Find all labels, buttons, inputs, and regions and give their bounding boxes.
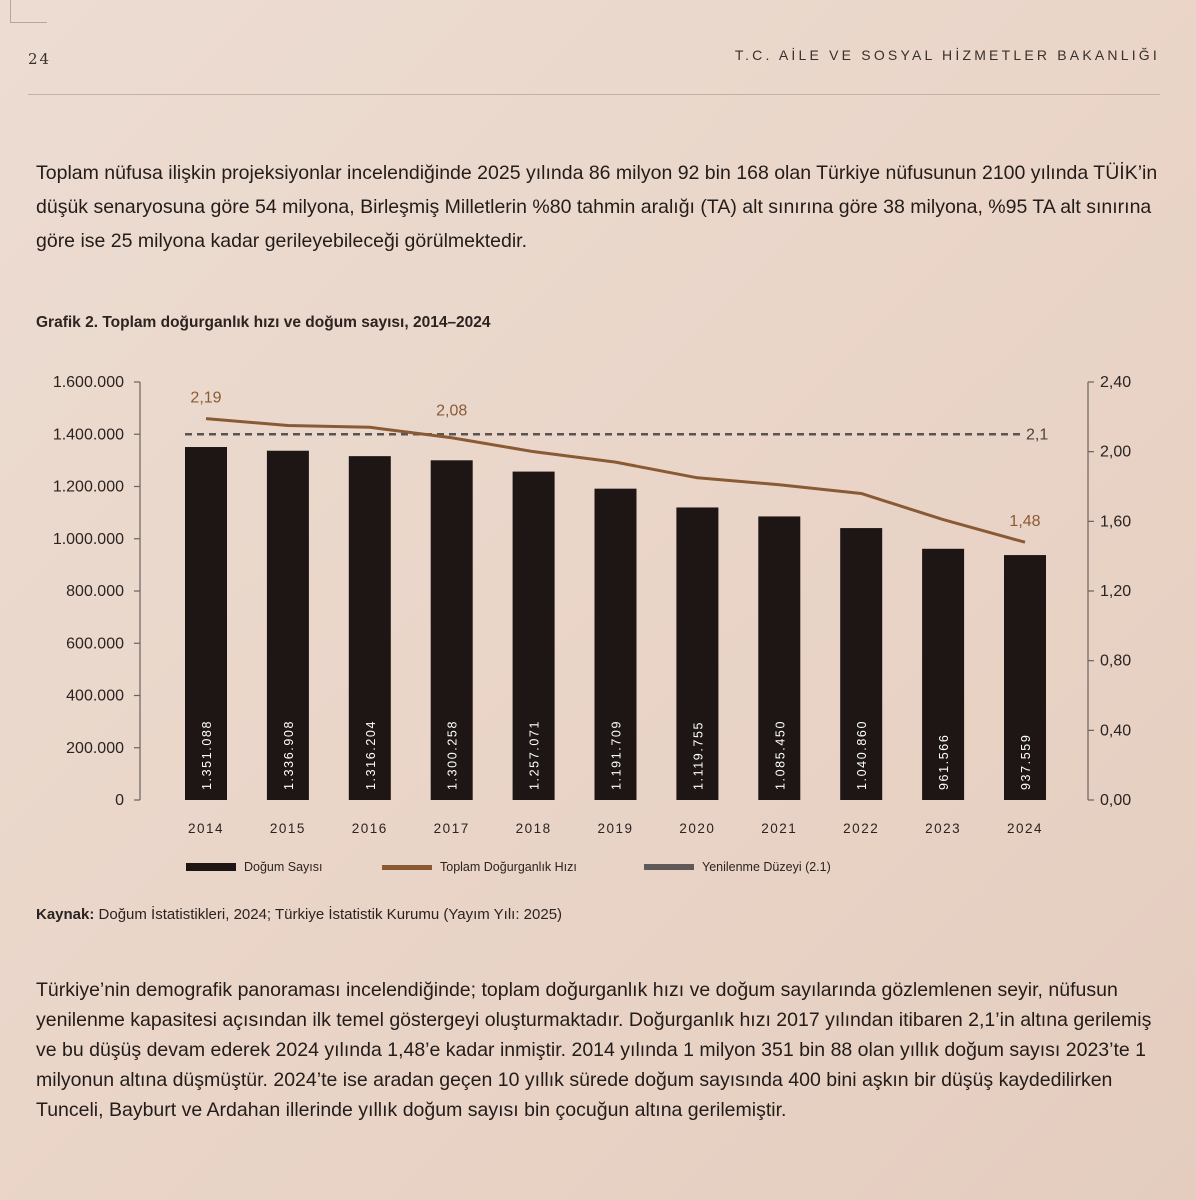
x-axis-tick-label: 2017 [434,821,470,836]
right-axis-tick-label: 0,80 [1100,653,1131,670]
left-axis-tick-label: 1.200.000 [53,479,124,496]
bar-birth-count [266,450,309,800]
bar-birth-count [840,528,883,800]
bar-birth-count [594,488,637,800]
right-axis-tick-label: 2,40 [1100,374,1131,391]
right-axis-tick-label: 2,00 [1100,444,1131,461]
legend-swatch-replacement-level [644,864,694,870]
right-axis-tick-label: 0,00 [1100,792,1131,809]
data-annotation: 1,48 [1009,513,1040,530]
source-label: Kaynak: [36,906,95,923]
bar-birth-count [758,516,801,800]
bar-value-label: 1.257.071 [528,720,542,790]
legend-item-replacement-level: Yenilenme Düzeyi (2.1) [644,860,831,874]
source-text: Doğum İstatistikleri, 2024; Türkiye İsta… [94,906,563,923]
header-divider [28,94,1160,95]
intro-paragraph: Toplam nüfusa ilişkin projeksiyonlar inc… [36,162,1158,252]
right-axis-tick-label: 1,20 [1100,583,1131,600]
x-axis-tick-label: 2020 [679,821,715,836]
legend-swatch-fertility-rate [382,864,432,870]
x-axis-tick-label: 2023 [925,821,961,836]
bar-value-label: 961.566 [937,734,951,790]
chart: 0 200.000 400.000 600.000 800.000 1.000.000 1.… [53,374,1131,836]
x-axis-tick-label: 2022 [843,821,879,836]
bar-birth-count [430,460,473,800]
page-number: 24 [28,50,52,68]
bar-value-label: 1.351.088 [200,720,214,790]
left-axis-tick-label: 800.000 [66,583,124,600]
x-axis-tick-label: 2018 [516,821,552,836]
x-axis-tick-label: 2015 [270,821,306,836]
legend-item-birth-count: Doğum Sayısı [186,860,323,874]
right-axis-tick-label: 0,40 [1100,722,1131,739]
bar-value-label: 1.300.258 [446,720,460,790]
left-axis-tick-label: 200.000 [66,740,124,757]
chart-legend: Doğum Sayısı Toplam Doğurganlık Hızı Yen… [0,860,1196,884]
data-annotation: 2,19 [190,390,221,407]
x-axis-tick-label: 2016 [352,821,388,836]
legend-item-fertility-rate: Toplam Doğurganlık Hızı [382,860,577,874]
chart-title: Grafik 2. Toplam doğurganlık hızı ve doğ… [36,314,491,331]
bar-birth-count [185,447,227,800]
left-axis-tick-label: 1.000.000 [53,531,124,548]
bar-value-label: 1.085.450 [773,720,787,790]
x-axis-tick-label: 2024 [1007,821,1043,836]
legend-swatch-birth-count [186,863,236,871]
bar-value-label: 1.191.709 [610,720,624,790]
bar-birth-count [348,456,391,800]
x-axis-tick-label: 2021 [761,821,797,836]
legend-label-replacement-level: Yenilenme Düzeyi (2.1) [702,860,831,874]
bar-value-label: 1.336.908 [282,720,296,790]
bar-birth-count [1004,555,1046,800]
bar-birth-count [676,507,719,800]
bar-value-label: 1.316.204 [364,720,378,790]
source-note: Kaynak: Doğum İstatistikleri, 2024; Türk… [36,906,562,923]
bar-birth-count [512,471,555,800]
bar-value-label: 937.559 [1019,734,1033,790]
x-axis-tick-label: 2014 [188,821,224,836]
crop-mark [10,0,47,23]
left-axis-tick-label: 0 [115,792,124,809]
running-head: T.C. AİLE VE SOSYAL HİZMETLER BAKANLIĞI [734,47,1160,63]
bar-birth-count [922,548,965,800]
right-axis-tick-label: 1,60 [1100,513,1131,530]
x-axis-tick-label: 2019 [597,821,633,836]
left-axis-tick-label: 400.000 [66,688,124,705]
data-annotation: 2,08 [436,403,467,420]
legend-label-fertility-rate: Toplam Doğurganlık Hızı [440,860,577,874]
fertility-rate-line [205,417,1026,544]
bar-value-label: 1.040.860 [855,720,869,790]
body-paragraph: Türkiye’nin demografik panoraması incele… [36,979,1152,1121]
legend-label-birth-count: Doğum Sayısı [244,860,323,874]
data-annotation: 2,1 [1026,426,1048,443]
left-axis-tick-label: 600.000 [66,635,124,652]
bar-value-label: 1.119.755 [691,721,705,790]
left-axis-tick-label: 1.400.000 [53,426,124,443]
left-axis-tick-label: 1.600.000 [53,374,124,391]
